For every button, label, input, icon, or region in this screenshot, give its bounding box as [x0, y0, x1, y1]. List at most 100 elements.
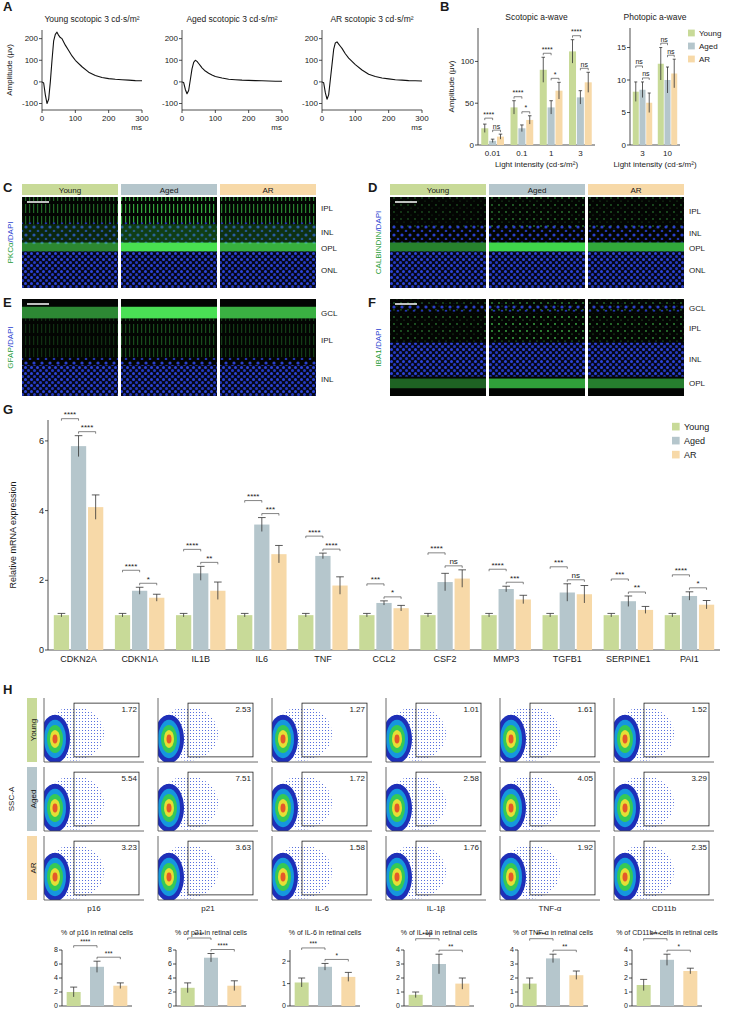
- density: [503, 725, 519, 753]
- y-tick: [179, 103, 182, 104]
- y-tick: [59, 992, 62, 993]
- y-tick-label: 2: [510, 974, 514, 981]
- y-axis: [48, 420, 49, 650]
- bar: [420, 615, 435, 650]
- gate: [188, 772, 253, 826]
- column-header: Young: [59, 186, 81, 195]
- micrograph: [390, 299, 486, 396]
- image-band: [220, 197, 316, 224]
- gate-percentage: 4.05: [577, 774, 593, 783]
- x-tick-label: CCL2: [372, 654, 395, 664]
- legend-swatch: [672, 451, 680, 459]
- significance: ****: [422, 931, 433, 938]
- flow-axes: [386, 698, 486, 762]
- x-tick: [322, 110, 323, 113]
- y-tick-label: 0: [470, 141, 475, 150]
- y-tick: [627, 112, 630, 113]
- micrograph: [588, 299, 684, 396]
- image-band: [220, 357, 316, 365]
- bar: [71, 446, 86, 650]
- layer-label: ONL: [689, 266, 706, 275]
- density: [623, 734, 628, 743]
- density: [158, 789, 180, 827]
- density: [158, 853, 184, 900]
- density: [281, 803, 286, 812]
- error-bar: [436, 954, 443, 974]
- bar: [569, 51, 576, 145]
- chart-title: % of IL-1β in retinal cells: [401, 929, 478, 937]
- y-tick: [179, 60, 182, 61]
- density: [278, 799, 288, 817]
- sig-bracket: [439, 950, 462, 952]
- x-axis-title: ms: [131, 123, 142, 132]
- significance: *: [554, 71, 557, 78]
- chart-title: Scotopic a-wave: [505, 12, 568, 22]
- y-tick-label: 0: [174, 78, 179, 87]
- density: [386, 715, 412, 762]
- density: [395, 872, 400, 881]
- y-tick-label: 2: [39, 575, 44, 585]
- flow-axes: [500, 836, 600, 900]
- y-axis: [42, 30, 43, 110]
- image-band: [22, 307, 118, 319]
- flow-axes: [500, 698, 600, 762]
- error-bar: [322, 963, 329, 970]
- gate: [188, 703, 253, 757]
- gate-percentage: 5.54: [121, 774, 137, 783]
- scale-bar: [395, 303, 417, 305]
- error-bar: [519, 595, 527, 603]
- column-header: AR: [262, 186, 273, 195]
- significance: ****: [512, 89, 523, 96]
- image-band: [121, 357, 217, 365]
- significance: ****: [194, 931, 205, 938]
- y-tick-label: 6: [39, 436, 44, 446]
- x-axis-title: Light intensity (cd·s/m²): [613, 160, 696, 169]
- error-bar: [136, 587, 144, 594]
- bar: [665, 615, 680, 650]
- error-bar: [258, 518, 266, 532]
- stain-counter: /DAPI: [6, 326, 15, 347]
- significance: *: [391, 588, 394, 597]
- error-bar: [94, 961, 101, 972]
- image-band: [390, 243, 486, 252]
- x-tick-label: 300: [275, 114, 289, 123]
- y-tick: [173, 964, 176, 965]
- stain-label: IBA1/DAPI: [374, 328, 383, 366]
- significance: **: [448, 943, 454, 950]
- significance: ****: [483, 111, 494, 118]
- significance: ns: [667, 48, 675, 55]
- flow-axes: [272, 836, 372, 900]
- error-bar: [640, 979, 647, 990]
- density: [386, 784, 412, 831]
- y-tick: [515, 1006, 518, 1007]
- image-band: [22, 243, 118, 252]
- y-tick-label: -100: [22, 99, 39, 108]
- gate-percentage: 1.61: [577, 705, 593, 714]
- column-header-bg: [121, 184, 217, 195]
- column-header-bg: [22, 184, 118, 195]
- image-band: [220, 318, 316, 357]
- y-tick-label: -100: [162, 99, 179, 108]
- legend-label: Young: [699, 29, 721, 38]
- density: [281, 872, 286, 881]
- density: [50, 868, 60, 886]
- density: [506, 868, 516, 886]
- error-bar: [197, 566, 205, 580]
- x-tick-label: 0.01: [485, 149, 501, 158]
- x-axis: [182, 110, 282, 111]
- y-tick-label: 0: [314, 78, 319, 87]
- image-bg: [220, 197, 316, 288]
- gate: [188, 841, 253, 895]
- sig-bracket: [551, 78, 559, 80]
- bar: [204, 958, 218, 1006]
- scale-bar: [27, 303, 49, 305]
- bar: [621, 601, 636, 650]
- x-tick: [282, 110, 283, 113]
- error-bar: [641, 82, 644, 98]
- bar: [455, 579, 470, 650]
- panel-letter: H: [3, 682, 12, 697]
- image-band: [22, 252, 118, 288]
- density: [503, 863, 519, 891]
- gate: [74, 772, 139, 826]
- density: [506, 799, 516, 817]
